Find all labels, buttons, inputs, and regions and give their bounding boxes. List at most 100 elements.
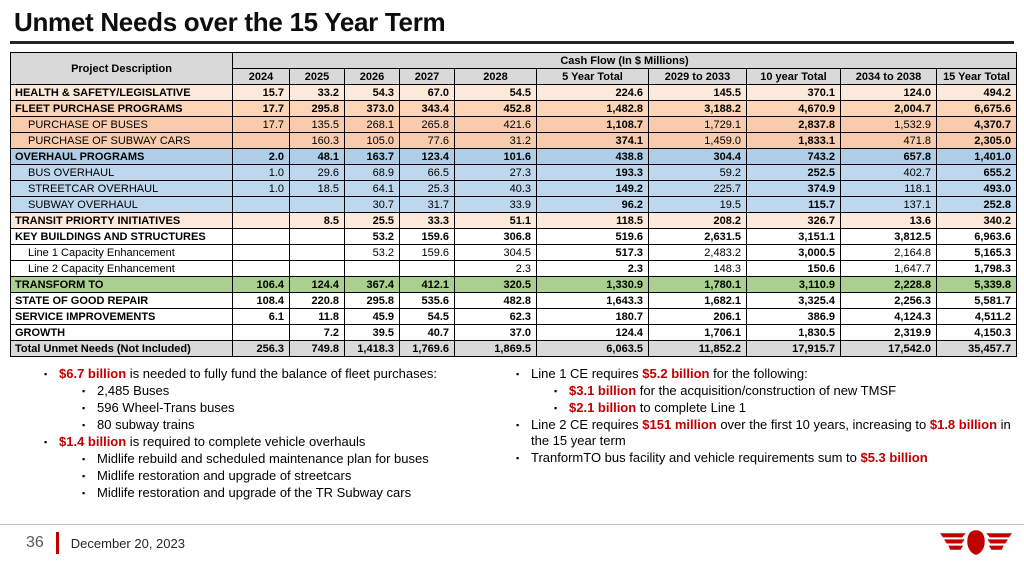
cell-value: 124.4 [536,324,649,341]
table-row: STATE OF GOOD REPAIR 108.4 220.8 295.8 535.6… [10,292,1017,309]
cashflow-title-header: Cash Flow (In $ Millions) [232,52,1017,69]
cell-value: 31.2 [454,132,537,149]
cell-value: 326.7 [746,212,841,229]
table-header-row: Project Description Cash Flow (In $ Mill… [10,52,1017,85]
cell-value: 124.0 [840,84,937,101]
bullet-segment: to complete Line 1 [636,400,747,415]
year-header-row: 2024 2025 2026 2027 2028 5 Year Total 2029 to … [11,68,1017,85]
column-header: 2026 [344,68,400,85]
cell-value: 13.6 [840,212,937,229]
cell-value: 159.6 [399,244,455,261]
cell-value: 40.3 [454,180,537,197]
cell-value: 3,812.5 [840,228,937,245]
table-row: KEY BUILDINGS AND STRUCTURES 53.2 159.6 306… [10,228,1017,245]
row-label: GROWTH [10,324,233,341]
cell-value: 1,459.0 [648,132,747,149]
title-underline [10,41,1014,44]
cell-value: 373.0 [344,100,400,117]
cell-value: 2,256.3 [840,292,937,309]
cell-value: 1,482.8 [536,100,649,117]
highlight-amount: $3.1 billion [569,383,637,398]
cell-value: 4,150.3 [936,324,1017,341]
cell-value: 15.7 [232,84,290,101]
cell-value: 33.3 [399,212,455,229]
cell-value: 8.5 [289,212,345,229]
cell-value: 2,305.0 [936,132,1017,149]
bullet-text: TranformTO bus facility and vehicle requ… [531,450,1020,466]
row-label: PURCHASE OF BUSES [10,116,233,133]
cell-value [289,244,345,261]
bullet-item: ▪ TranformTO bus facility and vehicle req… [516,450,1020,466]
column-header: 10 year Total [746,68,841,85]
cell-value: 54.5 [454,84,537,101]
cell-value: 123.4 [399,148,455,165]
highlight-amount: $5.3 billion [860,450,928,465]
highlight-amount: $1.4 billion [59,434,127,449]
bullet-item: ▪ $1.4 billion is required to complete ve… [44,434,500,450]
cell-value: 1,830.5 [746,324,841,341]
bullet-item: ▪ Midlife restoration and upgrade of the … [44,485,500,501]
cell-value: 160.3 [289,132,345,149]
bullet-segment: Midlife restoration and upgrade of stree… [97,468,352,483]
cell-value: 3,110.9 [746,276,841,293]
cell-value: 343.4 [399,100,455,117]
cell-value: 225.7 [648,180,747,197]
cell-value: 148.3 [648,260,747,277]
column-header: 2027 [399,68,455,85]
cell-value: 374.1 [536,132,649,149]
cell-value: 412.1 [399,276,455,293]
highlight-amount: $2.1 billion [569,400,637,415]
table-row: Line 2 Capacity Enhancement 2.3 2.3 148.3 15… [10,260,1017,277]
bullet-segment: is required to complete vehicle overhaul… [126,434,366,449]
bullet-segment: 596 Wheel-Trans buses [97,400,235,415]
square-bullet-icon: ▪ [516,453,520,463]
cell-value: 2.3 [454,260,537,277]
cell-value: 1,532.9 [840,116,937,133]
bullet-segment: 80 subway trains [97,417,195,432]
cell-value: 1.0 [232,164,290,181]
cell-value: 1,706.1 [648,324,747,341]
cell-value: 30.7 [344,196,400,213]
bullet-item: ▪ 2,485 Buses [44,383,500,399]
cell-value: 367.4 [344,276,400,293]
cell-value [232,212,290,229]
table-row: Line 1 Capacity Enhancement 53.2 159.6 304.… [10,244,1017,261]
cell-value: 17.7 [232,100,290,117]
cell-value: 54.5 [399,308,455,325]
cell-value: 370.1 [746,84,841,101]
cell-value [289,260,345,277]
cell-value: 17.7 [232,116,290,133]
square-bullet-icon: ▪ [82,471,86,481]
bullet-segment: Line 1 CE requires [531,366,643,381]
cell-value: 115.7 [746,196,841,213]
bullet-text: Line 1 CE requires $5.2 billion for the … [531,366,1020,382]
cell-value: 31.7 [399,196,455,213]
bullet-section: ▪ $6.7 billion is needed to fully fund th… [0,366,1024,502]
cell-value: 11,852.2 [648,340,747,357]
row-label: PURCHASE OF SUBWAY CARS [10,132,233,149]
cell-value: 1,647.7 [840,260,937,277]
square-bullet-icon: ▪ [82,454,86,464]
page-title: Unmet Needs over the 15 Year Term [14,7,446,37]
cell-value: 2,004.7 [840,100,937,117]
bullet-segment: TranformTO bus facility and vehicle requ… [531,450,861,465]
cell-value: 67.0 [399,84,455,101]
cell-value: 655.2 [936,164,1017,181]
cell-value: 66.5 [399,164,455,181]
cell-value: 118.5 [536,212,649,229]
cell-value: 64.1 [344,180,400,197]
row-label: HEALTH & SAFETY/LEGISLATIVE [10,84,233,101]
cell-value: 1,108.7 [536,116,649,133]
cell-value: 2,319.9 [840,324,937,341]
column-header: 2025 [289,68,345,85]
cell-value: 657.8 [840,148,937,165]
cell-value [289,196,345,213]
cell-value: 2.0 [232,148,290,165]
square-bullet-icon: ▪ [82,403,86,413]
highlight-amount: $6.7 billion [59,366,127,381]
table-row: SUBWAY OVERHAUL 30.7 31.7 33.9 96.2 19.5 115.7… [10,196,1017,213]
cell-value: 268.1 [344,116,400,133]
cell-value: 25.5 [344,212,400,229]
cell-value: 40.7 [399,324,455,341]
